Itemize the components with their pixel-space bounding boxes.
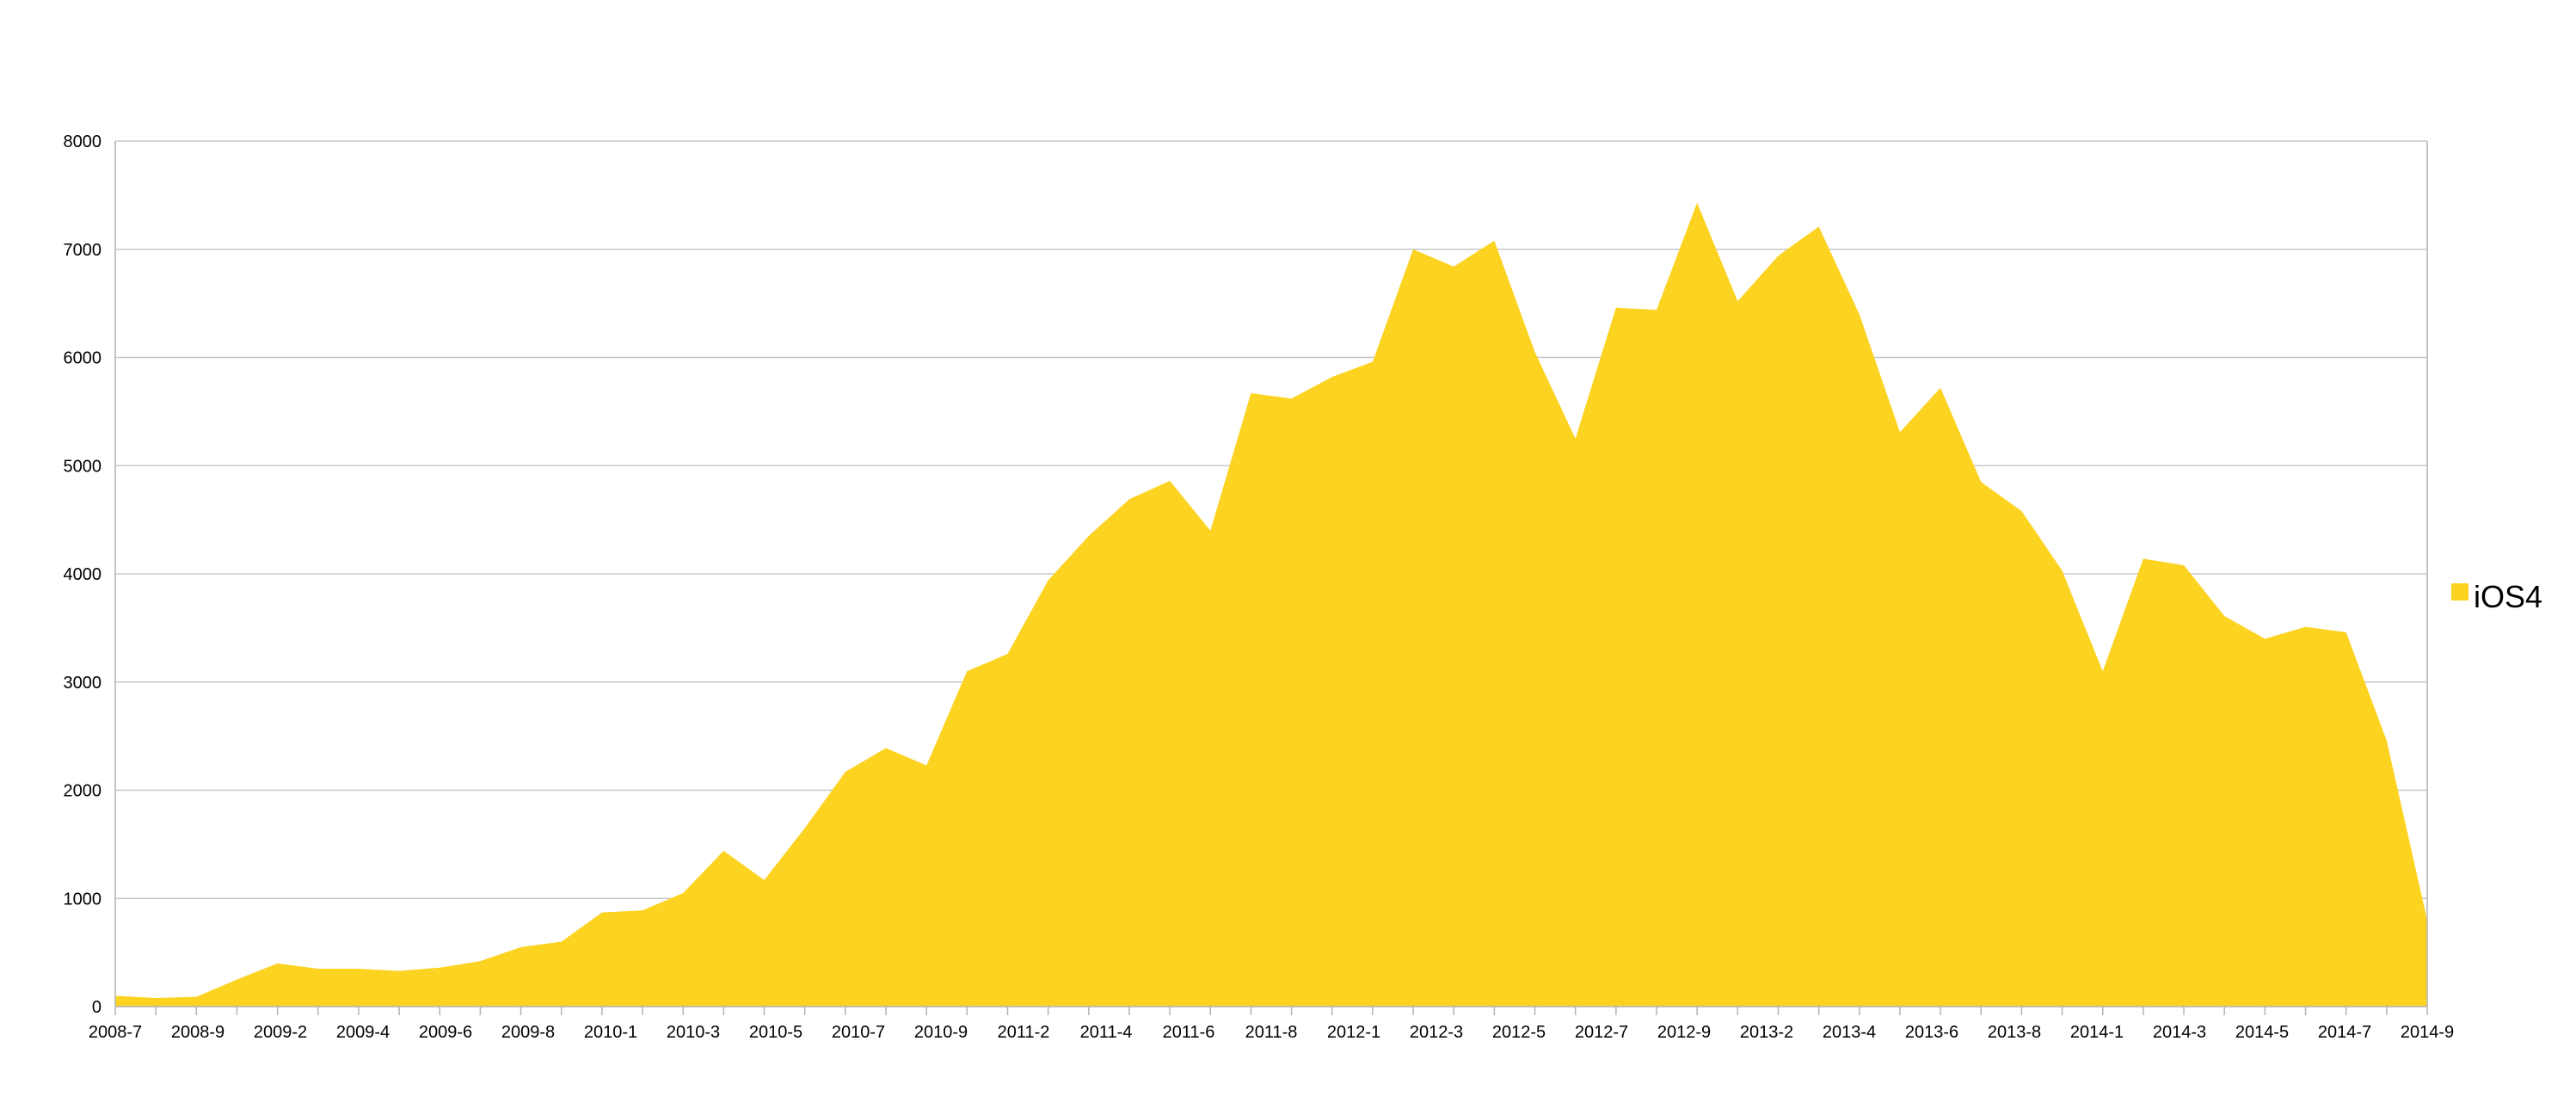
x-tick-label: 2012-3	[1410, 1023, 1463, 1042]
x-tick-label: 2012-7	[1575, 1023, 1628, 1042]
y-tick-label: 5000	[64, 457, 102, 476]
y-tick-label: 3000	[64, 674, 102, 693]
x-tick-label: 2010-1	[584, 1023, 637, 1042]
x-tick-label: 2008-9	[171, 1023, 224, 1042]
x-tick-label: 2009-2	[254, 1023, 307, 1042]
x-axis-tick-labels: 2008-7 2008-9 2009-2 2009-4 2009-6 2009-8 2010…	[89, 1023, 2454, 1042]
x-tick-label: 2010-3	[667, 1023, 720, 1042]
x-tick-label: 2009-6	[419, 1023, 472, 1042]
x-tick-label: 2014-1	[2070, 1023, 2124, 1042]
x-tick-label: 2011-8	[1245, 1023, 1298, 1042]
y-tick-label: 0	[92, 998, 101, 1017]
x-tick-label: 2011-4	[1080, 1023, 1133, 1042]
y-axis-tick-labels: 0 1000 2000 3000 4000 5000 6000 7000 8000	[64, 132, 102, 1017]
x-tick-label: 2014-3	[2153, 1023, 2206, 1042]
x-tick-label: 2013-8	[1988, 1023, 2041, 1042]
y-tick-label: 6000	[64, 349, 102, 368]
x-tick-label: 2009-8	[501, 1023, 555, 1042]
y-tick-label: 1000	[64, 890, 102, 909]
x-tick-label: 2011-2	[998, 1023, 1050, 1042]
x-tick-label: 2013-6	[1905, 1023, 1958, 1042]
area-series-ios4	[115, 202, 2427, 1007]
area-series-layer	[115, 202, 2427, 1007]
x-tick-label: 2010-5	[749, 1023, 802, 1042]
x-tick-label: 2011-6	[1163, 1023, 1215, 1042]
y-tick-label: 8000	[64, 132, 102, 151]
x-tick-label: 2013-4	[1823, 1023, 1876, 1042]
x-tick-label: 2009-4	[336, 1023, 390, 1042]
y-tick-label: 7000	[64, 241, 102, 260]
axes	[114, 141, 2428, 1015]
legend: iOS4	[2451, 579, 2542, 614]
x-tick-label: 2012-5	[1492, 1023, 1546, 1042]
x-tick-label: 2010-9	[914, 1023, 968, 1042]
x-tick-label: 2014-5	[2235, 1023, 2289, 1042]
legend-swatch-ios4	[2451, 583, 2468, 601]
x-tick-label: 2014-7	[2318, 1023, 2371, 1042]
y-tick-label: 2000	[64, 782, 102, 801]
y-tick-label: 4000	[64, 565, 102, 584]
x-tick-label: 2014-9	[2401, 1023, 2454, 1042]
x-tick-label: 2008-7	[89, 1023, 142, 1042]
legend-label-ios4: iOS4	[2474, 579, 2542, 614]
x-tick-label: 2013-2	[1740, 1023, 1793, 1042]
x-tick-label: 2012-9	[1657, 1023, 1711, 1042]
x-tick-label: 2012-1	[1327, 1023, 1380, 1042]
x-tick-label: 2010-7	[832, 1023, 885, 1042]
